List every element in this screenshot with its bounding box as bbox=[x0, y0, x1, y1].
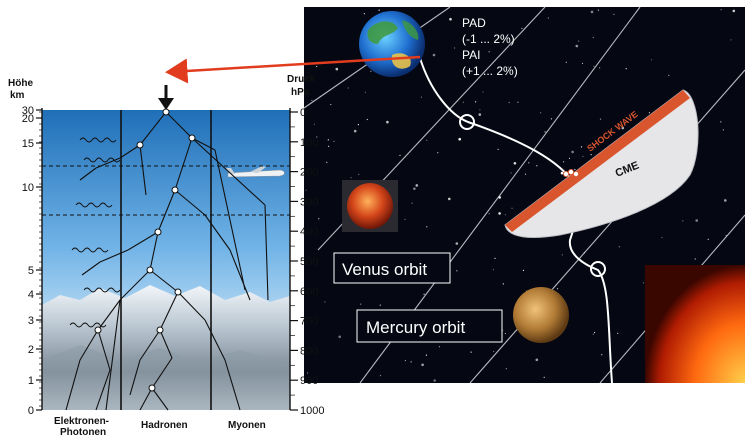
pressure-tick-700: 700 bbox=[300, 316, 318, 328]
mercury-orbit-label: Mercury orbit bbox=[366, 318, 465, 337]
pressure-axis: Druck hPa 0 100 200 300 400 500 600 700 800 900 10… bbox=[287, 74, 324, 417]
column-label-photons: Photonen bbox=[60, 427, 106, 436]
height-tick-0: 0 bbox=[28, 405, 34, 417]
particle-cluster bbox=[563, 168, 580, 177]
column-label-electrons: Elektronen- bbox=[54, 416, 109, 427]
venus-label-box bbox=[333, 252, 451, 284]
shock-front bbox=[505, 90, 690, 232]
pressure-tick-600: 600 bbox=[300, 286, 318, 298]
venus-image bbox=[347, 183, 393, 229]
pressure-tick-900: 900 bbox=[300, 375, 318, 387]
pressure-tick-0: 0 bbox=[300, 107, 306, 119]
sun-image bbox=[645, 265, 745, 383]
venus-orbit-label: Venus orbit bbox=[342, 260, 427, 279]
pressure-tick-200: 200 bbox=[300, 167, 318, 179]
height-axis-title-2: km bbox=[10, 90, 25, 101]
pressure-tick-100: 100 bbox=[300, 137, 318, 149]
column-label-hadrons: Hadronen bbox=[141, 420, 188, 431]
height-tick-20: 20 bbox=[22, 113, 34, 125]
particle-shower bbox=[65, 108, 269, 411]
pad-label: PAD bbox=[462, 16, 486, 30]
pressure-tick-800: 800 bbox=[300, 345, 318, 357]
pressure-tick-1000: 1000 bbox=[300, 405, 324, 417]
height-axis-title-1: Höhe bbox=[8, 78, 33, 89]
pressure-tick-500: 500 bbox=[300, 256, 318, 268]
height-tick-5: 5 bbox=[28, 265, 34, 277]
earth-image bbox=[359, 11, 425, 77]
particle-ring-1 bbox=[459, 114, 475, 130]
pressure-tick-300: 300 bbox=[300, 196, 318, 208]
pai-range: (+1 ... 2%) bbox=[462, 64, 518, 78]
height-tick-2: 2 bbox=[28, 344, 34, 356]
mercury-image bbox=[513, 287, 569, 343]
mountain-lower bbox=[42, 345, 290, 410]
mercury-label-box bbox=[356, 309, 503, 343]
pad-range: (-1 ... 2%) bbox=[462, 32, 515, 46]
column-dividers bbox=[120, 110, 212, 410]
height-tick-3: 3 bbox=[28, 315, 34, 327]
airplane-image bbox=[226, 166, 285, 178]
pad-pai-labels: PAD (-1 ... 2%) PAI (+1 ... 2%) bbox=[462, 16, 518, 78]
height-tick-1: 1 bbox=[28, 375, 34, 387]
pressure-tick-400: 400 bbox=[300, 226, 318, 238]
height-tick-4: 4 bbox=[28, 289, 34, 301]
height-tick-15: 15 bbox=[22, 138, 34, 150]
incoming-particle-arrow bbox=[158, 85, 174, 110]
earth-to-atmosphere-arrow bbox=[165, 55, 421, 84]
layer-boundaries bbox=[42, 165, 290, 216]
height-tick-10: 10 bbox=[22, 182, 34, 194]
column-label-muons: Myonen bbox=[228, 420, 266, 431]
column-labels: Elektronen- Photonen Hadronen Myonen bbox=[54, 416, 266, 436]
pressure-axis-title-2: hPa bbox=[291, 87, 310, 98]
height-tick-30: 30 bbox=[22, 105, 34, 117]
particle-ring-2 bbox=[590, 261, 606, 277]
pressure-axis-title-1: Druck bbox=[287, 74, 316, 85]
pai-label: PAI bbox=[462, 48, 480, 62]
